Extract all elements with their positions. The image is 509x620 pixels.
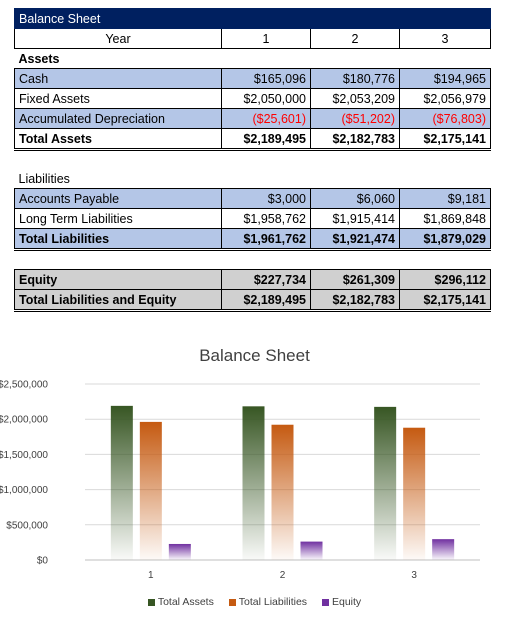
bar-total-liabilities: [271, 424, 294, 560]
cell-value[interactable]: $2,189,495: [221, 128, 311, 151]
chart-title: Balance Sheet: [199, 346, 310, 365]
balance-sheet-chart[interactable]: Balance Sheet $0 $500,000 $1,000,000 $1,500…: [0, 338, 509, 620]
table-row: Cash $165,096 $180,776 $194,965: [14, 68, 491, 89]
table-row: Fixed Assets $2,050,000 $2,053,209 $2,05…: [14, 88, 491, 109]
cell-value[interactable]: $1,915,414: [310, 208, 400, 229]
legend-label: Total Assets: [157, 596, 214, 608]
liabilities-heading[interactable]: Liabilities: [18, 171, 70, 186]
cell-value[interactable]: ($25,601): [221, 108, 311, 129]
bar-equity: [300, 541, 323, 560]
table-row: Accounts Payable $3,000 $6,060 $9,181: [14, 188, 491, 209]
chart-legend: Total Assets Total Liabilities Equity: [0, 596, 509, 608]
row-label[interactable]: Long Term Liabilities: [14, 208, 222, 229]
cell-value[interactable]: $1,961,762: [221, 228, 311, 251]
cell-value[interactable]: $2,175,141: [399, 128, 491, 151]
cell-value[interactable]: $1,869,848: [399, 208, 491, 229]
table-row: Long Term Liabilities $1,958,762 $1,915,…: [14, 208, 491, 229]
total-liabilities-row: Total Liabilities $1,961,762 $1,921,474 …: [14, 228, 491, 251]
row-label[interactable]: Total Liabilities: [14, 228, 222, 251]
cell-value[interactable]: $3,000: [221, 188, 311, 209]
assets-heading-row: Assets: [15, 49, 491, 69]
cell-value[interactable]: $2,182,783: [310, 128, 400, 151]
y-tick-label: $1,000,000: [0, 485, 48, 496]
cell-value[interactable]: $2,175,141: [399, 289, 491, 312]
bar-total-assets: [374, 406, 397, 560]
cell-value[interactable]: $2,053,209: [310, 88, 400, 109]
sheet-title[interactable]: Balance Sheet: [14, 8, 491, 29]
year-header-row: Year 1 2 3: [14, 28, 491, 49]
cell-value[interactable]: $194,965: [399, 68, 491, 89]
total-liabilities-equity-row: Total Liabilities and Equity $2,189,495 …: [14, 289, 491, 312]
cell-value[interactable]: ($51,202): [310, 108, 400, 129]
legend-item-total-assets: Total Assets: [147, 596, 214, 608]
cell-value[interactable]: $6,060: [310, 188, 400, 209]
y-tick-label: $2,500,000: [0, 380, 48, 391]
row-label[interactable]: Cash: [14, 68, 222, 89]
legend-swatch: [228, 598, 236, 606]
cell-value[interactable]: $2,050,000: [221, 88, 311, 109]
bar-total-assets: [242, 406, 265, 560]
cell-value[interactable]: $1,958,762: [221, 208, 311, 229]
y-tick-label: $2,000,000: [0, 415, 48, 426]
row-label[interactable]: Accounts Payable: [14, 188, 222, 209]
y-tick-label: $0: [37, 556, 49, 567]
cell-value[interactable]: ($76,803): [399, 108, 491, 129]
legend-item-total-liabilities: Total Liabilities: [228, 596, 308, 608]
assets-heading[interactable]: Assets: [18, 51, 60, 66]
y-tick-label: $500,000: [6, 520, 48, 531]
cell-value[interactable]: $2,189,495: [221, 289, 311, 312]
legend-label: Total Liabilities: [238, 596, 308, 608]
year-header-3[interactable]: 3: [399, 28, 491, 49]
cell-value[interactable]: $2,182,783: [310, 289, 400, 312]
row-label[interactable]: Equity: [14, 269, 222, 290]
x-tick-label: 1: [148, 570, 154, 581]
chart-plot: $0 $500,000 $1,000,000 $1,500,000 $2,000,000…: [0, 380, 480, 581]
row-label[interactable]: Fixed Assets: [14, 88, 222, 109]
balance-sheet-table: Balance Sheet Year 1 2 3 Assets Cash $16…: [14, 8, 491, 312]
cell-value[interactable]: $165,096: [221, 68, 311, 89]
year-header-label[interactable]: Year: [14, 28, 222, 49]
cell-value[interactable]: $1,879,029: [399, 228, 491, 251]
sheet-title-row: Balance Sheet: [14, 8, 491, 29]
table-row: Accumulated Depreciation ($25,601) ($51,…: [14, 108, 491, 129]
year-header-2[interactable]: 2: [310, 28, 400, 49]
bar-equity: [432, 539, 455, 560]
balance-sheet-table-area: Balance Sheet Year 1 2 3 Assets Cash $16…: [14, 8, 491, 312]
legend-swatch: [321, 598, 329, 606]
row-label[interactable]: Total Assets: [14, 128, 222, 151]
cell-value[interactable]: $227,734: [221, 269, 311, 290]
row-label[interactable]: Accumulated Depreciation: [14, 108, 222, 129]
legend-item-equity: Equity: [321, 596, 362, 608]
cell-value[interactable]: $261,309: [310, 269, 400, 290]
row-label[interactable]: Total Liabilities and Equity: [14, 289, 222, 312]
cell-value[interactable]: $9,181: [399, 188, 491, 209]
liabilities-heading-row: Liabilities: [15, 169, 491, 189]
bar-equity: [168, 543, 191, 560]
equity-row: Equity $227,734 $261,309 $296,112: [14, 269, 491, 290]
x-tick-label: 3: [411, 570, 417, 581]
year-header-1[interactable]: 1: [221, 28, 311, 49]
total-assets-row: Total Assets $2,189,495 $2,182,783 $2,17…: [14, 128, 491, 151]
bar-total-liabilities: [403, 427, 426, 560]
cell-value[interactable]: $180,776: [310, 68, 400, 89]
x-tick-label: 2: [280, 570, 286, 581]
cell-value[interactable]: $1,921,474: [310, 228, 400, 251]
bar-total-assets: [110, 405, 133, 560]
legend-swatch: [147, 598, 155, 606]
cell-value[interactable]: $296,112: [399, 269, 491, 290]
y-tick-label: $1,500,000: [0, 450, 48, 461]
cell-value[interactable]: $2,056,979: [399, 88, 491, 109]
bar-total-liabilities: [139, 421, 162, 560]
legend-label: Equity: [331, 596, 362, 608]
